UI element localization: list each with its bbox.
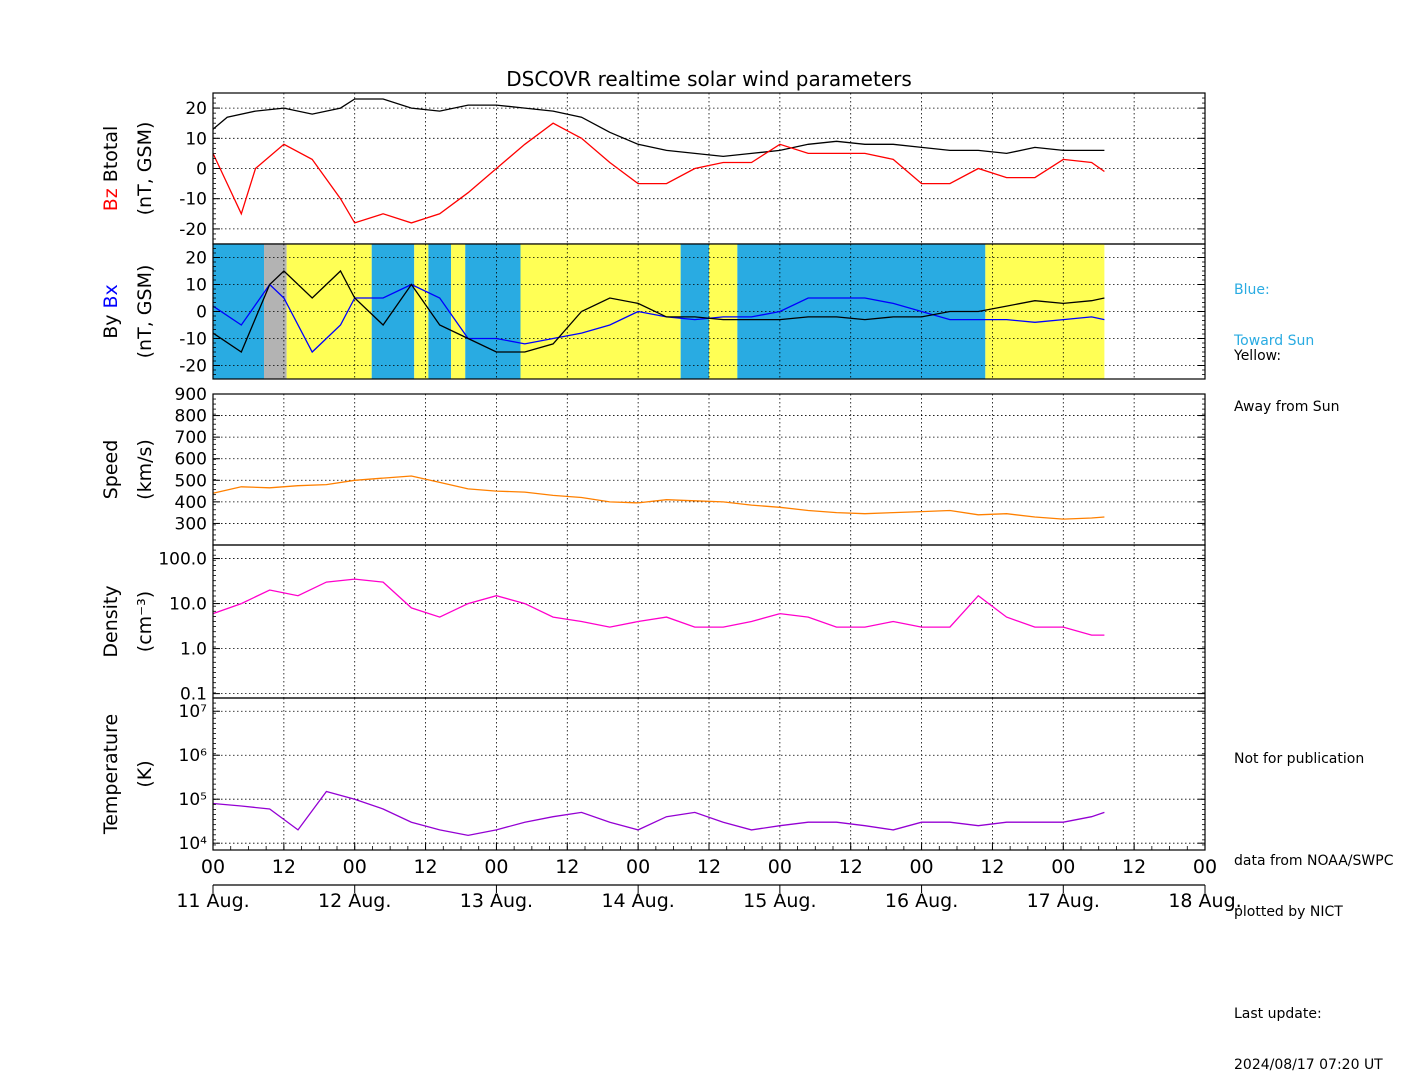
panel-magnetic_field_magnitude: -20 -10 0 10 20 Bz Btotal (nT, GSM) — [100, 92, 1206, 245]
y-label-part: By — [100, 308, 122, 338]
yellow-legend-label: Yellow: — [1234, 348, 1282, 364]
series-bx — [212, 283, 1105, 354]
y-axis-label: By Bx — [100, 284, 122, 339]
x-tick-label: 12 — [839, 856, 863, 878]
sector-band — [428, 244, 452, 379]
y-tick-label: 10.0 — [169, 595, 207, 615]
y-axis-label: Bz Btotal — [100, 126, 122, 212]
y-tick-label: -10 — [179, 330, 207, 350]
y-tick-label: 700 — [175, 428, 207, 448]
series-density — [212, 578, 1105, 636]
y-label-part: Bz — [100, 182, 122, 211]
yellow-legend: Yellow: Away from Sun — [1234, 314, 1339, 433]
series-by — [212, 269, 1105, 353]
y-tick-label: 10 — [185, 276, 207, 296]
y-axis-unit: (cm⁻³) — [134, 591, 156, 652]
y-tick-label: 400 — [175, 493, 207, 513]
notes-block: Not for publication data from NOAA/SWPC … — [1234, 717, 1393, 1091]
x-tick-label: 00 — [484, 856, 508, 878]
x-tick-label: 12 — [272, 856, 296, 878]
x-tick-label: 12 — [555, 856, 579, 878]
y-tick-label: 300 — [175, 514, 207, 534]
x-axis: 00 12 00 12 00 12 00 12 00 12 00 12 00 12 00 11 Aug. 12 … — [176, 843, 1242, 912]
publication-note: Not for publication — [1234, 751, 1365, 767]
y-axis-label: Speed — [100, 440, 122, 500]
sector-legend: Blue: Toward Sun — [1234, 248, 1314, 367]
x-tick-label: 12 — [697, 856, 721, 878]
y-tick-label: -20 — [179, 357, 207, 377]
figure-title: DSCOVR realtime solar wind parameters — [506, 67, 912, 91]
y-tick-label: 1.0 — [180, 640, 207, 660]
y-axis-unit: (nT, GSM) — [134, 265, 156, 359]
panels-group: -20 -10 0 10 20 Bz Btotal (nT, GSM) -20 -10 0 10 20… — [100, 92, 1206, 854]
date-label: 17 Aug. — [1027, 890, 1100, 912]
y-tick-label: -10 — [179, 190, 207, 210]
y-tick-label: 0 — [196, 160, 207, 180]
y-tick-label: 800 — [175, 407, 207, 427]
date-label: 18 Aug. — [1168, 890, 1241, 912]
y-tick-label: 10⁶ — [179, 746, 208, 766]
y-tick-label: 10 — [185, 129, 207, 149]
x-tick-label: 00 — [1193, 856, 1217, 878]
sector-band — [985, 244, 1105, 379]
y-tick-label: 10⁴ — [179, 834, 208, 854]
sector-band — [680, 244, 709, 379]
y-tick-label: 20 — [185, 99, 207, 119]
y-axis-unit: (km/s) — [134, 439, 156, 500]
x-tick-label: 12 — [413, 856, 437, 878]
x-tick-label: 00 — [343, 856, 367, 878]
blue-legend-label: Blue: — [1234, 282, 1270, 298]
y-axis-label: Density — [100, 585, 122, 657]
y-label-part: Bx — [100, 284, 122, 308]
plotted-by-line: plotted by NICT — [1234, 904, 1343, 920]
last-update-value: 2024/08/17 07:20 UT — [1234, 1057, 1383, 1073]
panel-density: 0.1 1.0 10.0 100.0 Density (cm⁻³) — [100, 544, 1206, 705]
series-bz — [212, 122, 1105, 224]
date-label: 14 Aug. — [601, 890, 674, 912]
y-tick-label: -20 — [179, 220, 207, 240]
date-label: 11 Aug. — [176, 890, 249, 912]
y-tick-label: 0.1 — [180, 685, 207, 705]
y-tick-label: 20 — [185, 249, 207, 269]
y-tick-label: 10⁵ — [179, 790, 207, 810]
date-label: 16 Aug. — [885, 890, 958, 912]
x-tick-label: 12 — [980, 856, 1004, 878]
x-tick-label: 00 — [909, 856, 933, 878]
data-source-line: data from NOAA/SWPC — [1234, 853, 1394, 869]
series-speed — [212, 475, 1105, 520]
y-axis-unit: (nT, GSM) — [134, 122, 156, 216]
y-tick-label: 500 — [175, 471, 207, 491]
series-btotal — [212, 98, 1105, 158]
x-tick-label: 00 — [201, 856, 225, 878]
y-tick-label: 0 — [196, 303, 207, 323]
last-update-label: Last update: — [1234, 1006, 1322, 1022]
blue-legend-desc: Toward Sun — [1234, 333, 1315, 349]
y-tick-label: 900 — [175, 385, 207, 405]
y-tick-label: 10⁷ — [179, 702, 208, 722]
x-tick-label: 00 — [626, 856, 650, 878]
solar-wind-figure: DSCOVR realtime solar wind parameters -2… — [100, 67, 1242, 912]
date-label: 13 Aug. — [460, 890, 533, 912]
y-label-part: Btotal — [100, 126, 122, 182]
y-tick-label: 600 — [175, 450, 207, 470]
y-axis-unit: (K) — [134, 760, 156, 787]
x-tick-label: 00 — [768, 856, 792, 878]
date-label: 12 Aug. — [318, 890, 391, 912]
x-tick-label: 00 — [1051, 856, 1075, 878]
series-temperature — [212, 790, 1105, 837]
x-tick-label: 12 — [1122, 856, 1146, 878]
panel-magnetic_field_components: -20 -10 0 10 20 By Bx (nT, GSM) — [100, 243, 1206, 380]
panel-temperature: 10⁴ 10⁵ 10⁶ 10⁷ Temperature (K) — [100, 697, 1206, 854]
yellow-legend-desc: Away from Sun — [1234, 399, 1340, 415]
y-axis-label: Temperature — [100, 714, 122, 835]
y-tick-label: 100.0 — [158, 550, 207, 570]
date-label: 15 Aug. — [743, 890, 816, 912]
sector-band — [264, 244, 287, 379]
